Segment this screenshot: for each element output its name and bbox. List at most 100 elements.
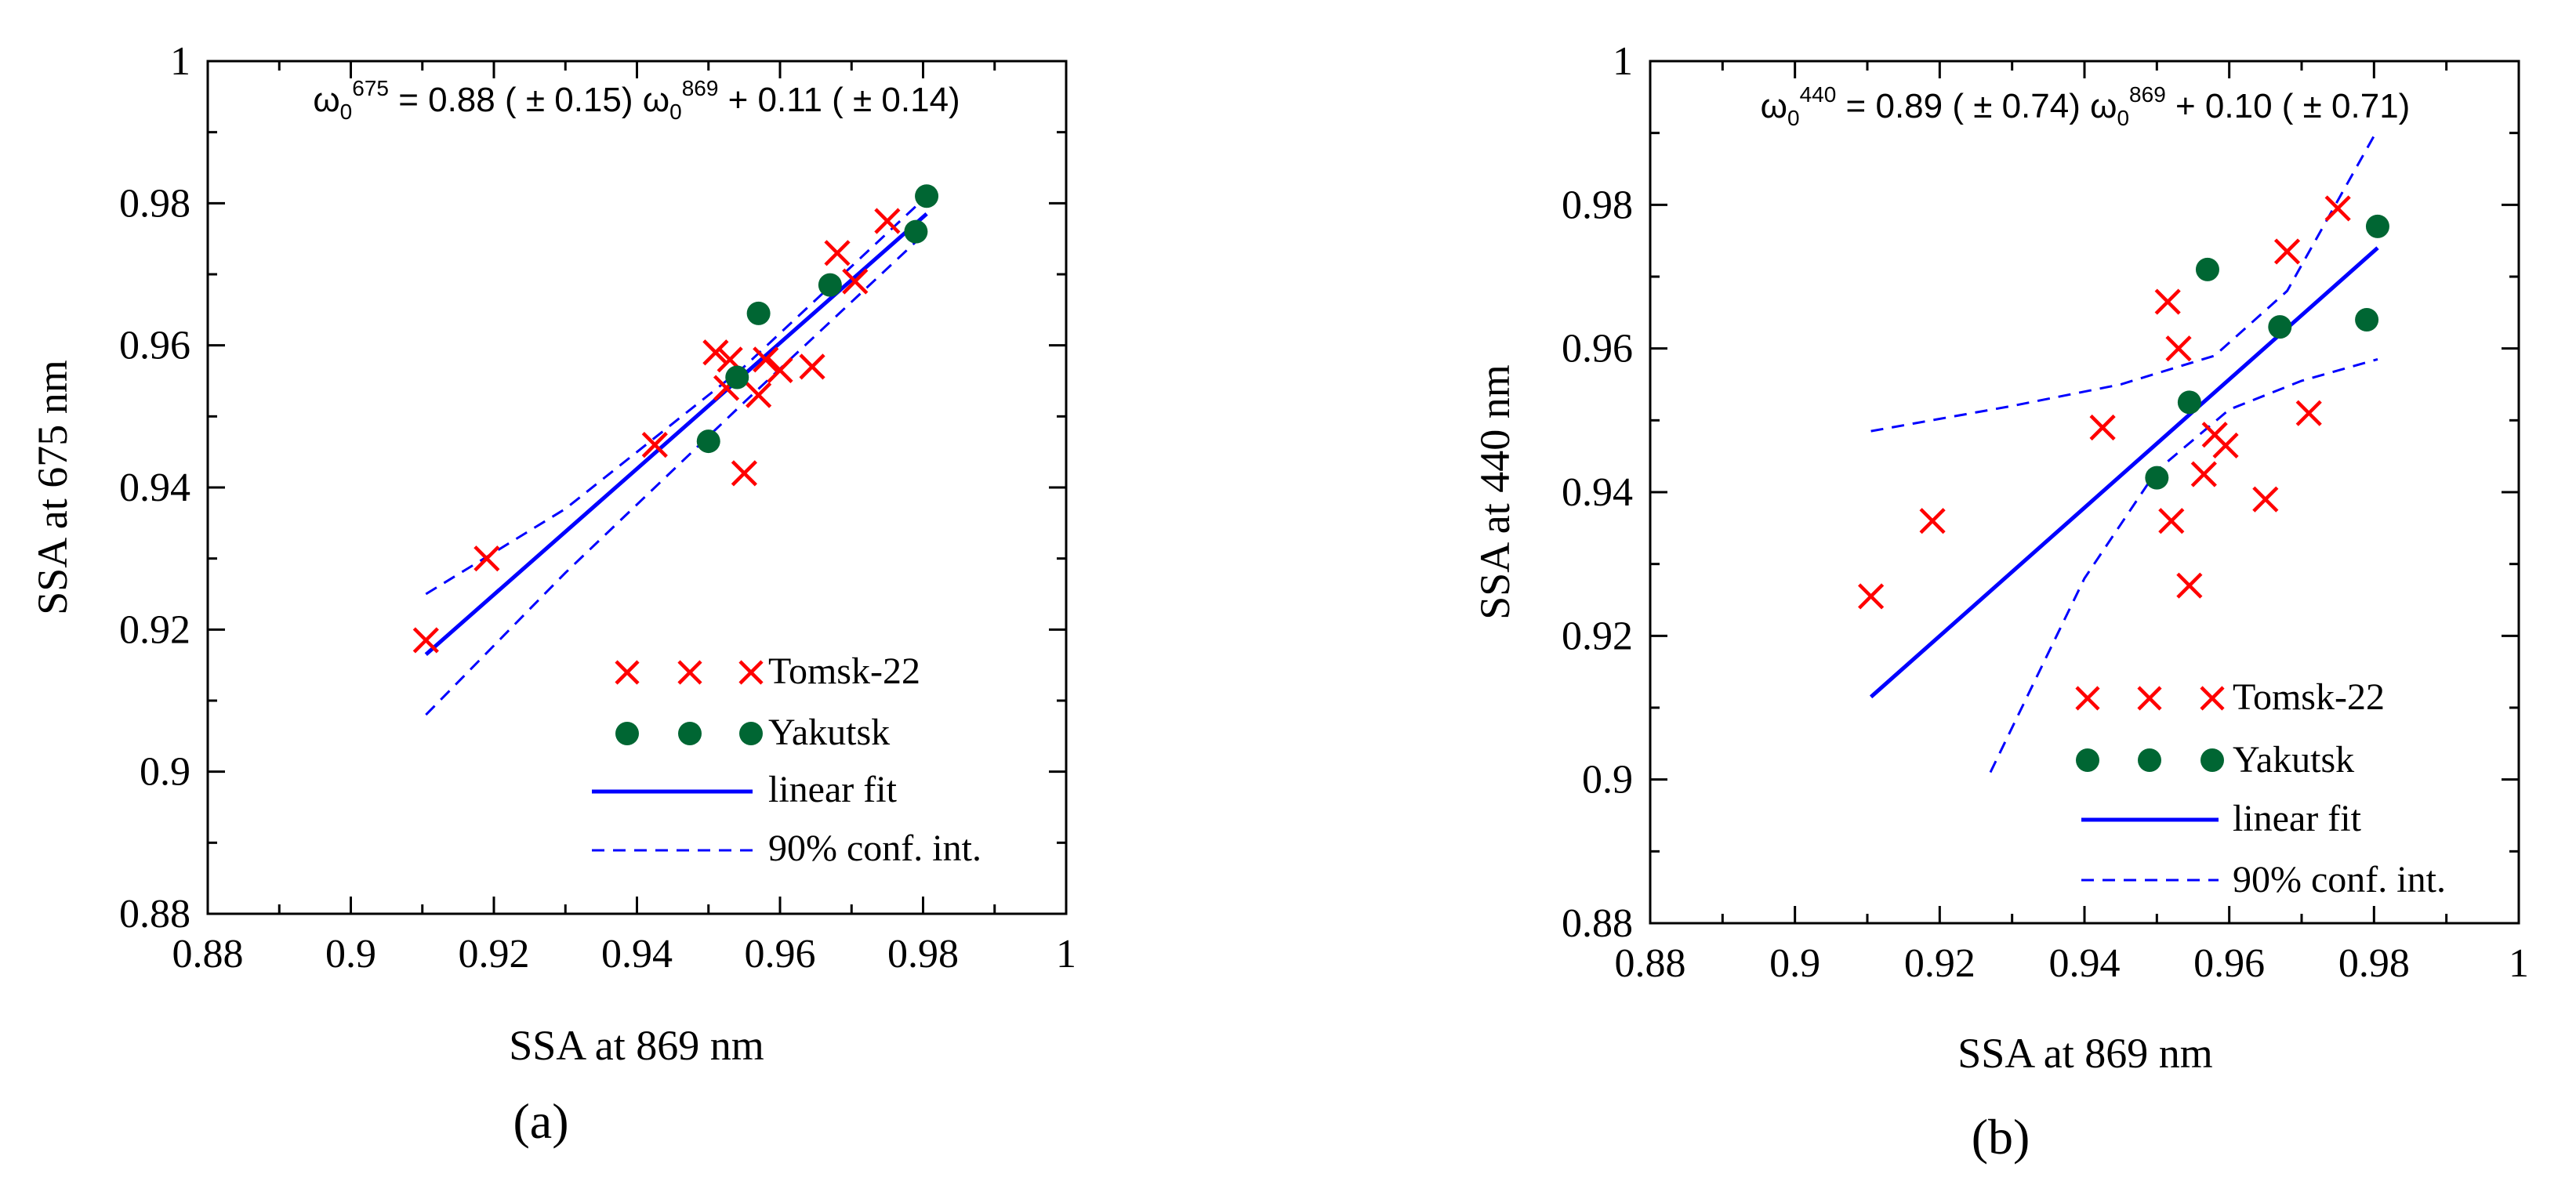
tomsk-point (2165, 335, 2192, 362)
tomsk-point (2158, 508, 2185, 534)
x-axis-label: SSA at 869 nm (509, 1022, 764, 1069)
linear-fit-lines (1869, 246, 2379, 699)
conf-int-line (425, 230, 928, 716)
legend-yakutsk-marker (739, 722, 763, 745)
y-tick-label: 0.98 (1562, 183, 1633, 227)
confidence-interval-lines (425, 195, 928, 716)
legend-tomsk-marker (677, 660, 702, 685)
y-tick-label: 0.98 (119, 181, 190, 226)
confidence-interval-lines (1870, 129, 2379, 774)
yakutsk-point (2145, 466, 2169, 490)
tomsk-point (702, 339, 729, 366)
plot-area-frame (1649, 60, 2520, 925)
x-tick-label: 1 (2509, 941, 2529, 986)
linear-fit-lines (424, 212, 928, 656)
tomsk-point (842, 268, 869, 295)
x-tick-label: 0.94 (2049, 941, 2121, 986)
x-tick-labels: 0.88 0.9 0.92 0.94 0.96 0.98 1 (172, 932, 1077, 976)
x-tick-label: 0.88 (172, 932, 244, 976)
tomsk-point (2252, 486, 2279, 513)
linear-fit-line (1869, 246, 2379, 699)
panel-label: (a) (513, 1093, 568, 1149)
y-tick-label: 0.9 (140, 750, 190, 795)
yakutsk-point (2365, 214, 2389, 238)
x-tick-label: 0.9 (325, 932, 376, 976)
tomsk-point (2154, 288, 2181, 315)
y-tick-label: 0.88 (1562, 901, 1633, 946)
x-tick-label: 0.96 (745, 932, 816, 976)
yakutsk-point (696, 429, 720, 454)
data-markers (412, 184, 939, 654)
yakutsk-point (725, 365, 749, 389)
x-tick-label: 0.96 (2193, 941, 2265, 986)
x-tick-label: 0.92 (459, 932, 530, 976)
y-tick-label: 0.94 (1562, 470, 1633, 515)
yakutsk-point (2195, 257, 2219, 281)
conf-int-line (1989, 357, 2378, 774)
legend-label-conf-int: 90% conf. int. (768, 828, 981, 869)
conf-int-line (425, 195, 928, 596)
y-tick-label: 0.88 (119, 892, 190, 937)
tomsk-point (2176, 572, 2203, 599)
legend-yakutsk-marker (2200, 748, 2224, 772)
tomsk-point (731, 460, 757, 487)
legend-markers (592, 660, 764, 852)
y-tick-label: 1 (170, 39, 190, 84)
tomsk-point (1919, 508, 1946, 534)
legend-tomsk-marker (615, 660, 640, 685)
tomsk-point (767, 357, 793, 383)
tomsk-point (2089, 414, 2116, 441)
x-tick-label: 0.88 (1615, 941, 1686, 986)
x-tick-label: 0.92 (1904, 941, 1976, 986)
legend-tomsk-marker (2200, 686, 2225, 711)
tomsk-point (799, 353, 825, 380)
x-tick-labels: 0.88 0.9 0.92 0.94 0.96 0.98 1 (1615, 941, 2530, 986)
x-tick-label: 1 (1056, 932, 1076, 976)
legend-label-linear-fit: linear fit (768, 769, 898, 810)
legend-yakutsk-marker (2138, 748, 2161, 772)
conf-int-line (1870, 129, 2379, 433)
legend-label-yakutsk: Yakutsk (768, 712, 890, 753)
x-axis-label: SSA at 869 nm (1957, 1030, 2213, 1077)
tomsk-point (2212, 432, 2239, 459)
yakutsk-point (746, 301, 771, 325)
axis-ticks (1649, 60, 2520, 925)
panel-label: (b) (1972, 1109, 2030, 1165)
legend-tomsk-marker (738, 660, 764, 685)
axis-ticks (206, 60, 1068, 915)
tomsk-point (753, 346, 779, 373)
tomsk-point (2273, 238, 2301, 265)
legend-label-linear-fit: linear fit (2233, 798, 2362, 839)
tomsk-point (641, 432, 668, 458)
y-tick-labels: 0.88 0.9 0.92 0.94 0.96 0.98 1 (1562, 39, 1633, 946)
tomsk-point (2295, 400, 2322, 426)
equation: ω0675 = 0.88 ( ± 0.15) ω0869 + 0.11 ( ± … (313, 76, 960, 124)
legend-markers (2075, 686, 2225, 882)
y-tick-label: 1 (1613, 39, 1633, 84)
y-tick-label: 0.92 (1562, 614, 1633, 658)
legend-tomsk-marker (2075, 686, 2100, 711)
x-tick-label: 0.94 (601, 932, 673, 976)
tomsk-point (473, 545, 500, 572)
legend-label-yakutsk: Yakutsk (2233, 739, 2354, 781)
yakutsk-point (904, 219, 928, 244)
yakutsk-point (818, 273, 842, 297)
linear-fit-line (424, 212, 928, 656)
legend: Tomsk-22 Yakutsk linear fit 90% conf. in… (592, 650, 981, 869)
legend-label-conf-int: 90% conf. int. (2233, 859, 2446, 900)
y-tick-label: 0.96 (119, 324, 190, 368)
tomsk-point (2190, 461, 2217, 487)
equation: ω0440 = 0.89 ( ± 0.74) ω0869 + 0.10 ( ± … (1761, 82, 2411, 130)
y-axis-label: SSA at 675 nm (29, 360, 76, 615)
tomsk-point (1858, 583, 1885, 610)
y-axis-label: SSA at 440 nm (1471, 364, 1518, 620)
legend-tomsk-marker (2137, 686, 2162, 711)
y-tick-label: 0.96 (1562, 327, 1633, 371)
y-tick-labels: 0.88 0.9 0.92 0.94 0.96 0.98 1 (119, 39, 190, 937)
y-tick-label: 0.92 (119, 607, 190, 652)
yakutsk-point (2268, 315, 2292, 339)
yakutsk-point (2177, 390, 2201, 415)
legend-yakutsk-marker (2076, 748, 2099, 772)
panel-b: 0.88 0.9 0.92 0.94 0.96 0.98 1 0.88 0.9 0.92 0.94… (1471, 39, 2529, 1165)
